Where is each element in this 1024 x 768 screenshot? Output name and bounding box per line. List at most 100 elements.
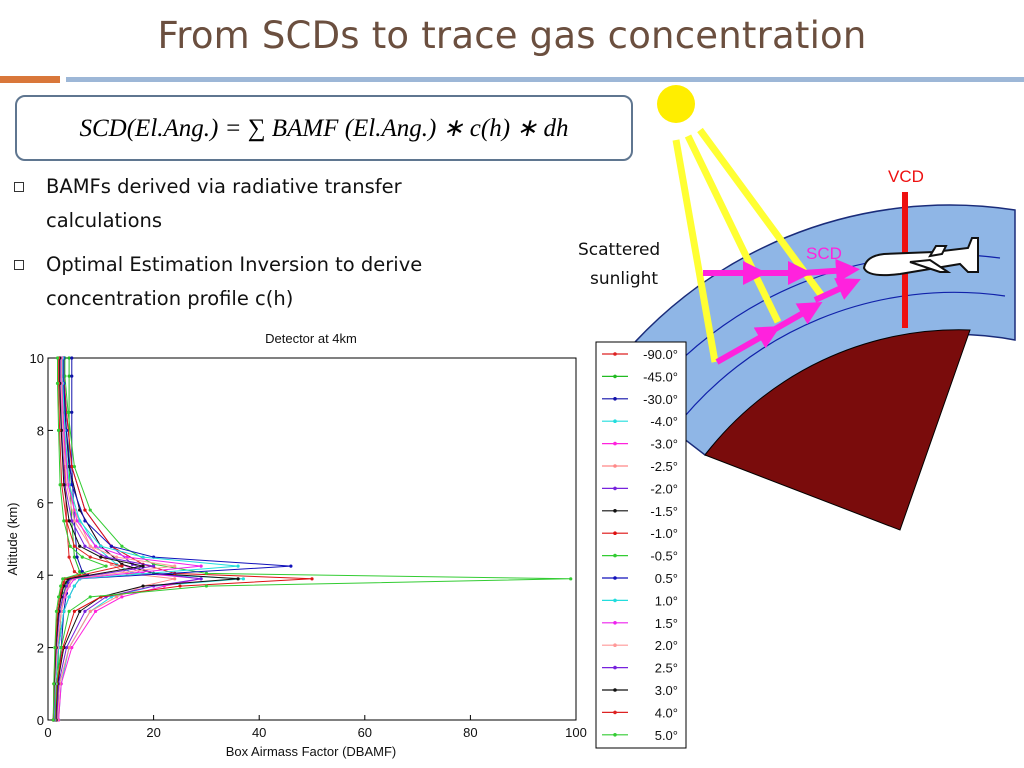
dbamf-chart: Detector at 4km Box Airmass Factor (DBAM… — [5, 331, 687, 759]
data-point — [72, 609, 76, 614]
data-point — [236, 577, 240, 581]
legend-marker — [613, 352, 617, 356]
data-point — [141, 584, 145, 588]
chart-x-axis-label: Box Airmass Factor (DBAMF) — [226, 744, 396, 759]
sunlight-label-line2: sunlight — [590, 269, 658, 289]
data-point — [162, 584, 166, 588]
formula-text: SCD(El.Ang.) = ∑ BAMF (El.Ang.) ∗ c(h) ∗… — [79, 115, 569, 142]
data-point — [61, 577, 65, 581]
data-point — [64, 584, 69, 588]
legend-marker — [613, 688, 617, 692]
data-point — [83, 519, 87, 523]
legend-marker — [613, 710, 617, 715]
x-tick-label: 100 — [565, 725, 587, 740]
data-point — [62, 609, 66, 614]
data-point — [141, 564, 145, 568]
data-point — [88, 595, 92, 599]
data-point — [104, 564, 108, 568]
legend-label: 3.0° — [655, 683, 678, 698]
data-point — [70, 356, 74, 360]
earth-surface — [704, 329, 971, 531]
bullet-square-icon — [14, 182, 24, 192]
data-point — [152, 564, 156, 568]
data-point — [64, 519, 69, 523]
chart-plot-area — [47, 357, 577, 721]
data-point — [72, 465, 76, 469]
data-point — [52, 682, 56, 686]
data-point — [67, 595, 71, 599]
title-rule-accent — [0, 76, 60, 83]
data-point — [173, 577, 177, 581]
legend-marker — [613, 441, 617, 446]
legend-marker — [613, 576, 617, 580]
legend-marker — [613, 643, 617, 647]
data-point — [88, 508, 92, 512]
data-point — [72, 584, 76, 588]
data-point — [51, 718, 55, 722]
vcd-label: VCD — [888, 167, 924, 186]
legend-label: -45.0° — [643, 369, 678, 384]
legend-marker — [613, 486, 617, 491]
title-rule — [66, 77, 1024, 82]
formula-box: SCD(El.Ang.) = ∑ BAMF (El.Ang.) ∗ c(h) ∗… — [15, 95, 633, 161]
data-point — [58, 483, 62, 487]
data-point — [173, 564, 177, 568]
data-point — [125, 555, 129, 559]
data-point — [72, 544, 76, 548]
y-tick-label: 8 — [37, 423, 44, 438]
legend-label: -2.0° — [650, 481, 678, 496]
data-point — [569, 577, 573, 581]
data-point — [120, 564, 124, 568]
scd-label: SCD — [806, 244, 842, 263]
legend-marker — [613, 598, 617, 603]
legend-label: 2.0° — [655, 638, 678, 653]
data-point — [56, 595, 61, 599]
legend-marker — [613, 397, 617, 401]
legend-marker — [613, 419, 617, 424]
data-point — [289, 564, 293, 568]
bullet-text: Optimal Estimation Inversion to derive c… — [46, 253, 423, 310]
legend-marker — [613, 531, 617, 535]
legend-label: -1.5° — [650, 504, 678, 519]
x-tick-label: 40 — [252, 725, 266, 740]
x-tick-label: 0 — [44, 725, 51, 740]
data-point — [88, 555, 92, 559]
data-point — [83, 609, 87, 614]
data-point — [241, 577, 245, 581]
aircraft-icon — [862, 237, 979, 277]
data-point — [141, 555, 145, 559]
data-point — [75, 555, 79, 559]
data-point — [93, 544, 98, 548]
data-point — [199, 577, 203, 581]
scd-arrows — [703, 258, 861, 365]
data-point — [78, 519, 82, 523]
data-point — [72, 555, 76, 559]
data-point — [70, 646, 74, 650]
bullet-item: BAMFs derived via radiative transfer cal… — [14, 170, 494, 238]
data-point — [67, 555, 71, 559]
data-point — [75, 519, 79, 523]
bullet-item: Optimal Estimation Inversion to derive c… — [14, 248, 494, 316]
data-point — [67, 356, 71, 360]
x-tick-label: 20 — [146, 725, 160, 740]
data-point — [93, 609, 98, 614]
data-point — [70, 483, 74, 487]
data-point — [59, 584, 63, 588]
legend-marker — [613, 374, 617, 379]
data-point — [99, 544, 103, 548]
data-point — [204, 584, 208, 588]
sunlight-ray — [684, 134, 782, 324]
data-point — [59, 646, 63, 650]
data-point — [178, 584, 182, 588]
data-point — [66, 410, 70, 414]
legend-label: -2.5° — [650, 459, 678, 474]
data-point — [67, 374, 71, 378]
data-point — [56, 428, 61, 432]
sunlight-ray — [672, 139, 719, 363]
legend-label: -90.0° — [643, 347, 678, 362]
data-point — [236, 564, 240, 568]
data-point — [109, 544, 113, 548]
data-point — [83, 508, 87, 512]
legend-label: -1.0° — [650, 526, 678, 541]
